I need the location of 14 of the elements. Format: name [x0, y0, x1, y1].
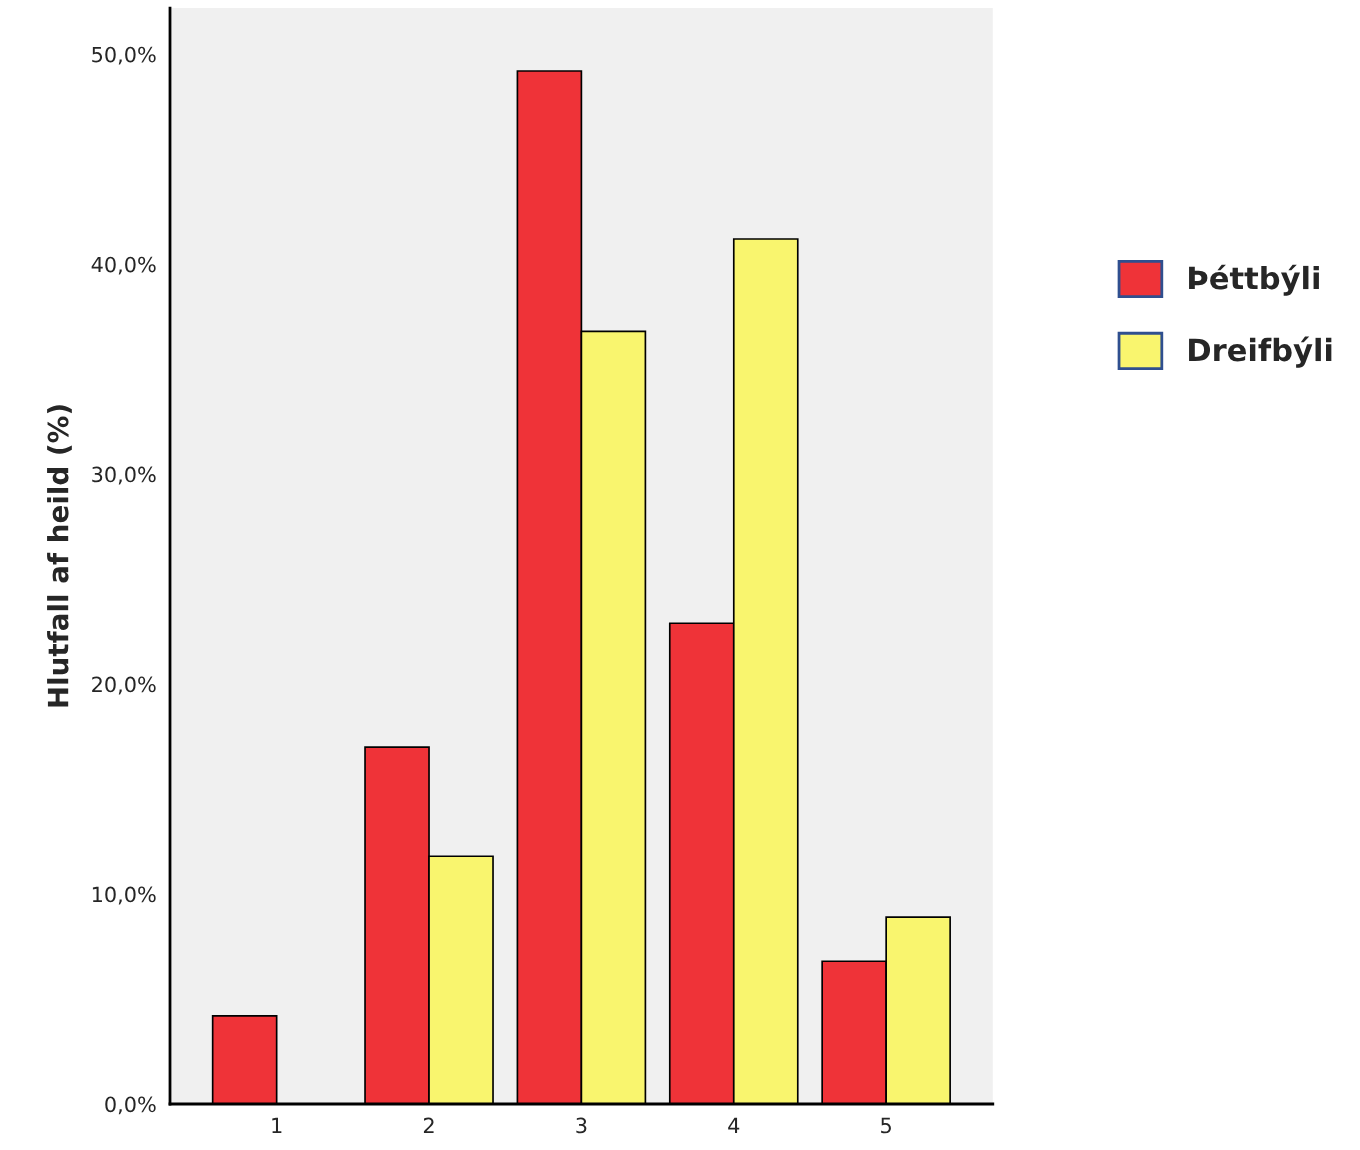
y-tick-label: 0,0%	[105, 1096, 156, 1115]
x-tick-label: 3	[576, 1117, 587, 1134]
y-tick-label: 10,0%	[92, 886, 156, 905]
y-tick-label: 50,0%	[92, 46, 156, 65]
x-tick-label: 1	[272, 1117, 282, 1134]
y-axis-title: Hlutfall af heild (%)	[47, 405, 72, 707]
y-tick-label: 20,0%	[92, 676, 156, 695]
y-tick-label: 30,0%	[92, 466, 156, 485]
legend-label: Dreifbýli	[1189, 336, 1332, 368]
y-tick-label: 40,0%	[91, 256, 156, 275]
x-tick-label: 4	[728, 1117, 740, 1134]
legend-label: Þéttbýli	[1189, 264, 1319, 296]
x-tick-label: 2	[423, 1117, 434, 1134]
x-tick-label: 5	[881, 1117, 891, 1134]
